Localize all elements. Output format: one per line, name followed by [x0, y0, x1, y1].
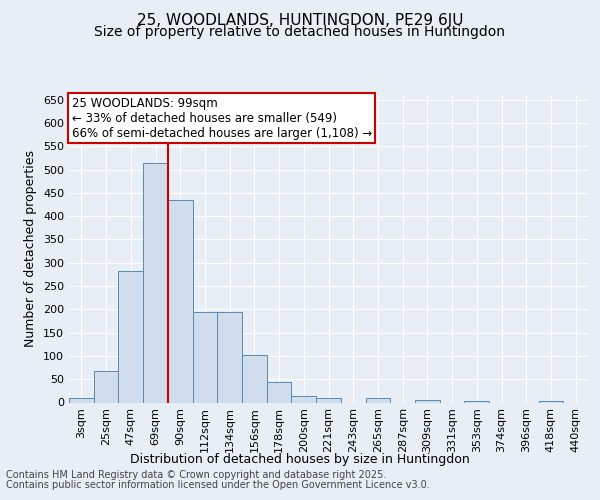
Bar — [242, 354, 267, 403]
Bar — [292, 396, 316, 402]
Bar — [143, 162, 168, 402]
Bar — [464, 401, 489, 402]
Bar — [267, 382, 292, 402]
Bar — [415, 400, 440, 402]
Bar — [217, 312, 242, 402]
Bar — [539, 401, 563, 402]
Bar — [168, 200, 193, 402]
Text: Contains public sector information licensed under the Open Government Licence v3: Contains public sector information licen… — [6, 480, 430, 490]
Bar — [365, 398, 390, 402]
Bar — [118, 271, 143, 402]
Text: Size of property relative to detached houses in Huntingdon: Size of property relative to detached ho… — [95, 25, 505, 39]
Bar — [94, 372, 118, 402]
Text: Contains HM Land Registry data © Crown copyright and database right 2025.: Contains HM Land Registry data © Crown c… — [6, 470, 386, 480]
Bar — [316, 398, 341, 402]
Bar — [193, 312, 217, 402]
Y-axis label: Number of detached properties: Number of detached properties — [25, 150, 37, 347]
Text: Distribution of detached houses by size in Huntingdon: Distribution of detached houses by size … — [130, 452, 470, 466]
Text: 25 WOODLANDS: 99sqm
← 33% of detached houses are smaller (549)
66% of semi-detac: 25 WOODLANDS: 99sqm ← 33% of detached ho… — [71, 96, 372, 140]
Bar — [69, 398, 94, 402]
Text: 25, WOODLANDS, HUNTINGDON, PE29 6JU: 25, WOODLANDS, HUNTINGDON, PE29 6JU — [137, 12, 463, 28]
